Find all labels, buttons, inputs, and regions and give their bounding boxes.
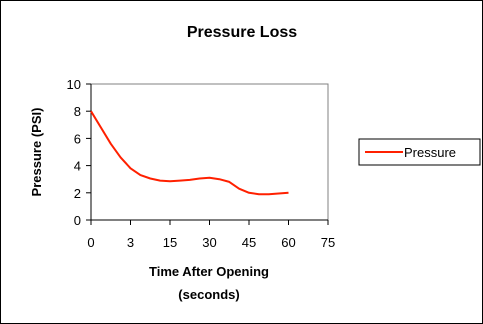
plot-area: 0 2 4 6 8 10 0 3 15 30 45 60 75 <box>67 77 336 250</box>
legend: Pressure <box>358 138 481 166</box>
y-tick-label: 2 <box>74 186 81 201</box>
x-tick-label: 75 <box>321 235 335 250</box>
y-tick-label: 10 <box>67 77 81 92</box>
x-tick-label: 0 <box>87 235 94 250</box>
x-tick-label: 30 <box>202 235 216 250</box>
y-tick-label: 6 <box>74 131 81 146</box>
x-tick-label: 15 <box>163 235 177 250</box>
x-tick-label: 3 <box>127 235 134 250</box>
y-tick-label: 0 <box>74 213 81 228</box>
chart-title: Pressure Loss <box>187 24 297 41</box>
x-tick-label: 60 <box>281 235 295 250</box>
series-line-pressure <box>90 110 289 196</box>
plot-border <box>91 83 329 220</box>
x-axis-title-line2: (seconds) <box>178 287 239 302</box>
legend-pressure-label: Pressure <box>404 145 456 160</box>
x-axis-title-line1: Time After Opening <box>149 264 269 279</box>
y-axis-title: Pressure (PSI) <box>29 108 44 197</box>
y-tick-label: 4 <box>74 159 81 174</box>
y-tick-label: 8 <box>74 104 81 119</box>
x-tick-label: 45 <box>242 235 256 250</box>
